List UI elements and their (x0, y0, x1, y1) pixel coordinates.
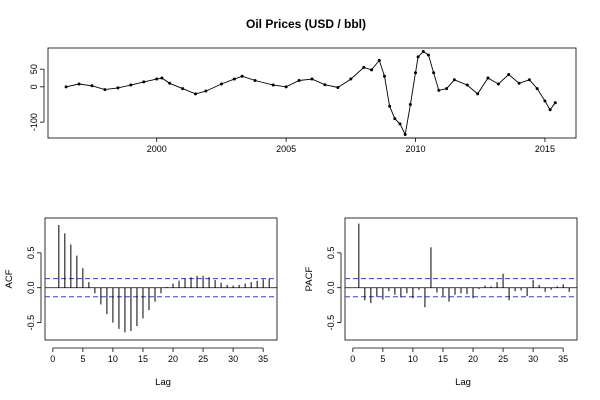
price-point (414, 71, 418, 75)
price-point (284, 85, 288, 89)
price-point (388, 104, 392, 108)
price-point (232, 77, 236, 81)
x-tick-label: 20 (168, 354, 178, 364)
y-tick-label: 0 (29, 84, 39, 89)
x-tick-label: 2010 (406, 144, 426, 154)
x-tick-label: 0 (350, 354, 355, 364)
x-tick-label: 25 (498, 354, 508, 364)
price-point (452, 78, 456, 82)
y-tick-label: 0.5 (26, 247, 36, 260)
price-point (517, 81, 521, 85)
price-point (103, 88, 107, 92)
y-axis-label: PACF (304, 266, 315, 291)
price-point (496, 82, 500, 86)
x-tick-label: 10 (408, 354, 418, 364)
x-tick-label: 15 (438, 354, 448, 364)
x-tick-label: 35 (258, 354, 268, 364)
y-tick-label: 50 (29, 64, 39, 74)
price-point (219, 82, 223, 86)
price-point (64, 85, 68, 89)
price-point (168, 81, 172, 85)
price-point (181, 87, 185, 91)
price-point (310, 77, 314, 81)
price-point (382, 74, 386, 78)
price-series-line (66, 50, 556, 136)
y-tick-label: 0.5 (326, 247, 336, 260)
price-point (297, 78, 301, 82)
y-tick-label: -100 (29, 113, 39, 131)
x-tick-label: 15 (138, 354, 148, 364)
price-point (408, 102, 412, 106)
y-tick-label: -0.5 (326, 315, 336, 331)
chart-title: Oil Prices (USD / bbl) (246, 17, 366, 31)
price-point (90, 84, 94, 88)
y-tick-label: 0.0 (26, 281, 36, 294)
x-axis-label: Lag (455, 377, 471, 388)
price-point (535, 87, 539, 91)
price-point (507, 72, 511, 76)
price-point (160, 76, 164, 80)
x-tick-label: 5 (80, 354, 85, 364)
y-tick-label: -0.5 (26, 315, 36, 331)
price-point (362, 65, 366, 69)
price-point (323, 83, 327, 87)
x-tick-label: 25 (198, 354, 208, 364)
price-point (271, 83, 275, 87)
pacf-plot: 0 5 10 15 20 25 30 35 -0.5 0.0 0.5 Lag PACF (304, 217, 578, 388)
x-tick-label: 20 (468, 354, 478, 364)
price-point (142, 80, 146, 84)
plot-frame (47, 47, 577, 139)
price-point (486, 76, 490, 80)
price-point (204, 89, 208, 93)
acf-plot: 0 5 10 15 20 25 30 35 -0.5 0.0 0.5 Lag ACF (4, 217, 278, 388)
x-tick-label: 30 (528, 354, 538, 364)
x-tick-label: 5 (380, 354, 385, 364)
y-tick-label: 0.0 (326, 281, 336, 294)
price-point (548, 108, 552, 112)
price-point (432, 71, 436, 75)
price-point (445, 87, 449, 91)
price-point (426, 53, 430, 57)
price-point (543, 99, 547, 103)
oil-price-plot: Oil Prices (USD / bbl) 2000 2005 2010 2015 … (29, 17, 577, 154)
price-point (155, 77, 159, 81)
price-point (349, 77, 353, 81)
x-tick-label: 30 (228, 354, 238, 364)
x-tick-label: 2000 (147, 144, 167, 154)
price-point (253, 78, 257, 82)
price-point (77, 82, 81, 86)
price-point (370, 68, 374, 72)
price-point (465, 83, 469, 87)
x-tick-label: 2005 (276, 144, 296, 154)
y-axis-label: ACF (4, 269, 15, 288)
x-tick-label: 0 (50, 354, 55, 364)
price-point (527, 78, 531, 82)
price-point (129, 83, 133, 87)
x-tick-label: 35 (558, 354, 568, 364)
x-axis-label: Lag (155, 377, 171, 388)
price-point (437, 88, 441, 92)
price-point (393, 117, 397, 121)
price-point (398, 122, 402, 126)
price-point (403, 132, 407, 136)
price-point (377, 58, 381, 62)
x-tick-label: 10 (108, 354, 118, 364)
x-tick-label: 2015 (535, 144, 555, 154)
price-point (476, 92, 480, 96)
price-point (336, 86, 340, 90)
price-point (416, 55, 420, 59)
price-point (194, 92, 198, 96)
price-point (116, 86, 120, 90)
price-point (421, 50, 425, 54)
price-point (553, 101, 557, 105)
price-point (240, 74, 244, 78)
